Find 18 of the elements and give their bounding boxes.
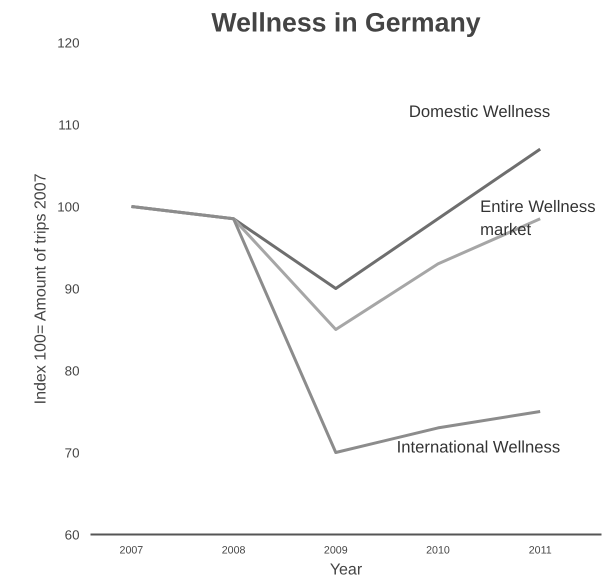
y-tick-label: 110 — [58, 118, 80, 132]
x-tick-label: 2011 — [528, 544, 552, 556]
x-axis-title: Year — [330, 562, 363, 578]
x-tick-label: 2007 — [120, 544, 144, 556]
y-axis-title: Index 100= Amount of trips 2007 — [32, 173, 50, 404]
series-label: Entire Wellness market — [480, 197, 596, 239]
y-tick-label: 80 — [64, 364, 80, 378]
x-tick-label: 2009 — [324, 544, 348, 556]
y-tick-label: 60 — [64, 528, 80, 542]
series-label: International Wellness — [396, 438, 560, 456]
x-tick-label: 2008 — [222, 544, 246, 556]
chart-title: Wellness in Germany — [211, 8, 481, 38]
x-tick-label: 2010 — [426, 544, 450, 556]
y-tick-label: 120 — [57, 36, 80, 50]
series-label: Domestic Wellness — [408, 102, 550, 122]
y-tick-label: 90 — [64, 282, 80, 296]
y-tick-label: 70 — [64, 446, 80, 460]
y-tick-label: 100 — [57, 200, 80, 214]
